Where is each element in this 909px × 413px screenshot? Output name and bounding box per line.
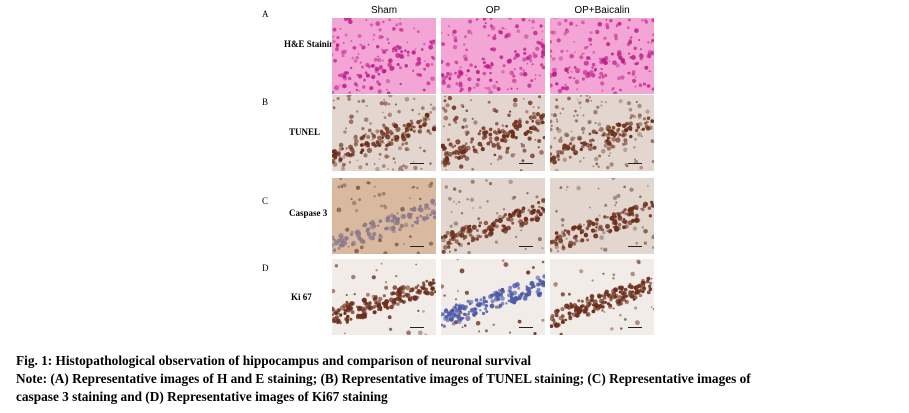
column-header-op-baicalin: OP+Baicalin [574, 5, 630, 16]
row-label-caspase3: Caspase 3 [289, 208, 328, 218]
micrograph-ki67-sham [332, 259, 436, 335]
figure-caption-note-line1: Note: (A) Representative images of H and… [16, 371, 751, 386]
micrograph-tunel-op [441, 95, 545, 171]
column-header-sham: Sham [370, 5, 398, 16]
micrograph-caspase3-op-baicalin [550, 178, 654, 254]
micrograph-caspase3-sham [332, 178, 436, 254]
figure-caption-title: Fig. 1: Histopathological observation of… [16, 353, 532, 368]
panel-letter-a: A [262, 9, 269, 19]
row-label-tunel: TUNEL [289, 127, 321, 137]
micrograph-caspase3-op [441, 178, 545, 254]
panel-letter-c: C [262, 196, 269, 206]
panel-letter-d: D [262, 263, 269, 273]
micrograph-he-sham [332, 18, 436, 94]
column-header-op: OP [485, 5, 501, 16]
micrograph-ki67-op-baicalin [550, 259, 654, 335]
micrograph-he-op [441, 18, 545, 94]
panel-letter-b: B [262, 97, 269, 107]
figure-caption-note-line2: caspase 3 staining and (D) Representativ… [16, 389, 388, 404]
micrograph-ki67-op [441, 259, 545, 335]
micrograph-tunel-op-baicalin [550, 95, 654, 171]
row-label-he: H&E Stainin [284, 39, 335, 49]
micrograph-he-op-baicalin [550, 18, 654, 94]
micrograph-tunel-sham [332, 95, 436, 171]
row-label-ki67: Ki 67 [291, 292, 312, 302]
